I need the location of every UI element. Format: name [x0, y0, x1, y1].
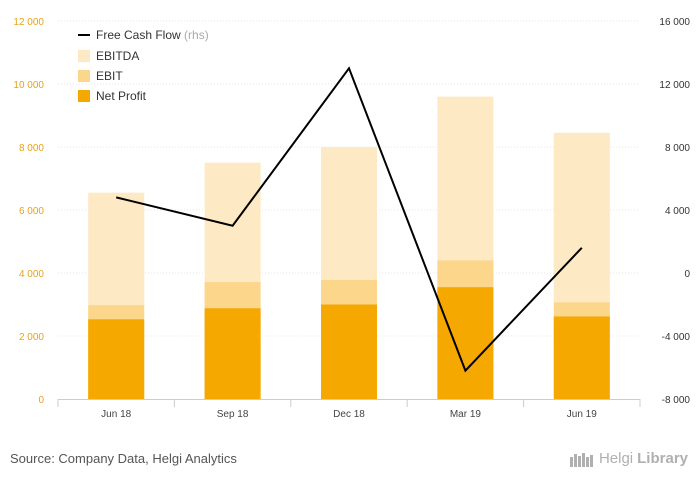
legend-label: EBITDA — [96, 49, 139, 63]
source-note: Source: Company Data, Helgi Analytics — [10, 451, 237, 466]
y-right-tick-label: 4 000 — [665, 206, 690, 217]
y-left-tick-label: 4 000 — [19, 269, 44, 280]
x-tick-label: Mar 19 — [450, 409, 482, 420]
legend: Free Cash Flow (rhs) EBITDA EBIT Net Profit — [78, 28, 209, 103]
y-right-tick-label: 0 — [684, 269, 690, 280]
x-tick-label: Sep 18 — [217, 409, 249, 420]
legend-label-suffix: (rhs) — [184, 28, 209, 42]
bar-net-profit — [321, 304, 377, 399]
legend-label: EBIT — [96, 69, 123, 83]
legend-swatch — [78, 70, 90, 82]
x-tick-label: Jun 18 — [101, 409, 131, 420]
legend-label: Free Cash Flow (rhs) — [96, 28, 209, 42]
legend-swatch — [78, 50, 90, 62]
axes: 0 -8 000 2 000 -4 000 4 000 0 6 000 4 000 8 000 8… — [13, 17, 690, 420]
bar-net-profit — [553, 316, 610, 399]
y-right-tick-label: 8 000 — [665, 143, 690, 154]
fcf-line — [115, 66, 583, 373]
y-left-tick-label: 10 000 — [13, 80, 44, 91]
bar-net-profit — [204, 308, 261, 399]
y-left-tick-label: 6 000 — [19, 206, 44, 217]
bars — [88, 96, 610, 399]
y-left-tick-label: 8 000 — [19, 143, 44, 154]
legend-swatch — [78, 90, 90, 102]
y-left-tick-label: 0 — [38, 395, 44, 406]
library-books-icon — [569, 452, 593, 467]
y-right-tick-label: -8 000 — [662, 395, 691, 406]
logo-text-strong: Library — [637, 450, 688, 467]
x-tick-label: Jun 19 — [567, 409, 597, 420]
logo-text-light: Helgi — [598, 450, 634, 467]
y-right-tick-label: 16 000 — [659, 17, 690, 28]
fcf-line-layer — [115, 66, 583, 373]
bar-net-profit — [437, 287, 494, 399]
y-left-tick-label: 2 000 — [19, 332, 44, 343]
y-right-tick-label: -4 000 — [662, 332, 691, 343]
legend-label: Net Profit — [96, 89, 147, 103]
helgi-library-logo: Helgi Library — [569, 450, 688, 467]
bar-net-profit — [88, 319, 145, 399]
x-tick-label: Dec 18 — [333, 409, 365, 420]
y-right-tick-label: 12 000 — [659, 80, 690, 91]
y-left-tick-label: 12 000 — [13, 17, 44, 28]
